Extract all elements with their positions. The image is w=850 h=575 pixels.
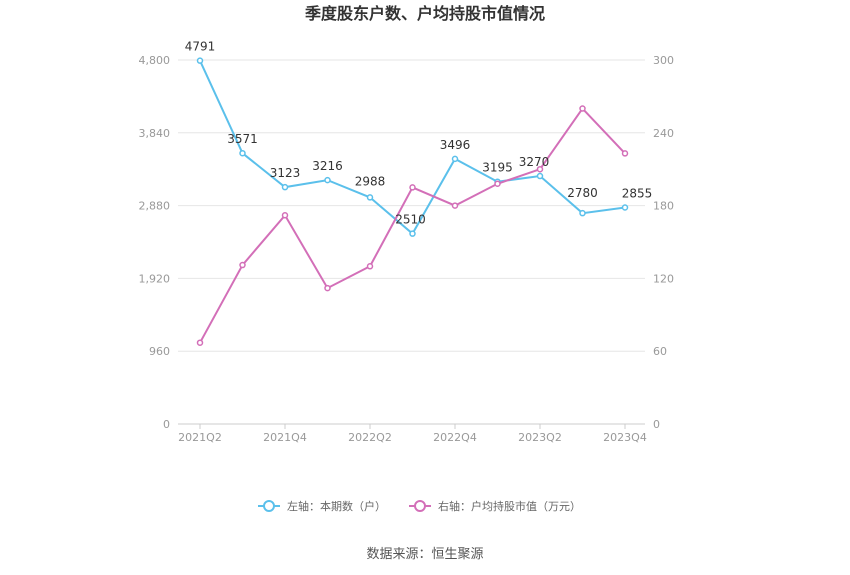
data-point[interactable]	[196, 339, 204, 346]
gridlines	[178, 59, 645, 352]
x-axis-tick-label: 2023Q4	[603, 431, 647, 444]
data-label: 3216	[312, 159, 343, 173]
data-point[interactable]	[366, 263, 374, 270]
legend-marker[interactable]	[263, 500, 275, 512]
data-label: 2855	[622, 186, 653, 200]
left-axis-tick-label: 1,920	[139, 272, 171, 285]
right-axis-tick-label: 0	[653, 418, 660, 431]
data-label: 3571	[227, 132, 258, 146]
data-labels: 4791 3571 3123 3216 2988 2510 3496 3195 3270 2780…	[185, 40, 653, 227]
left-axis-tick-label: 2,880	[139, 200, 171, 213]
data-point[interactable]	[621, 204, 629, 211]
legend[interactable]: 左轴：本期数（户） 右轴：户均持股市值（万元）	[258, 499, 581, 513]
data-label: 3195	[482, 161, 513, 175]
data-point[interactable]	[324, 284, 331, 292]
series-layer	[196, 57, 629, 346]
data-point[interactable]	[196, 57, 204, 64]
right-axis-tick-label: 60	[653, 345, 667, 358]
right-axis-tick-label: 120	[653, 272, 674, 285]
left-axis-tick-label: 3,840	[139, 127, 171, 140]
data-point[interactable]	[239, 149, 246, 157]
right-axis-tick-label: 240	[653, 127, 674, 140]
data-label: 3496	[440, 138, 471, 152]
data-point[interactable]	[536, 172, 544, 180]
legend-label[interactable]: 左轴：本期数（户）	[287, 499, 386, 513]
data-point[interactable]	[366, 194, 374, 201]
x-axis-tick-label: 2022Q2	[348, 431, 392, 444]
data-point[interactable]	[621, 150, 629, 157]
x-axis-tick-label: 2021Q2	[178, 431, 222, 444]
series-line-1	[199, 60, 626, 236]
legend-marker[interactable]	[414, 500, 426, 512]
data-point[interactable]	[579, 209, 586, 217]
data-label: 2780	[567, 186, 598, 200]
data-point[interactable]	[536, 165, 544, 173]
data-label: 3270	[519, 155, 550, 169]
data-point[interactable]	[324, 176, 331, 184]
x-axis-tick-label: 2021Q4	[263, 431, 307, 444]
left-axis-tick-label: 4,800	[139, 54, 171, 67]
right-axis-tick-label: 180	[653, 200, 674, 213]
x-axis-tick-label: 2023Q2	[518, 431, 562, 444]
data-point[interactable]	[579, 105, 586, 112]
left-axis-tick-label: 960	[149, 345, 170, 358]
data-label: 2510	[395, 213, 426, 227]
data-point[interactable]	[494, 180, 501, 188]
source-note: 数据来源：恒生聚源	[366, 547, 483, 562]
left-axis-tick-label: 0	[163, 418, 170, 431]
data-point[interactable]	[409, 230, 416, 237]
data-point[interactable]	[281, 212, 289, 219]
data-point[interactable]	[451, 155, 459, 163]
chart-title: 季度股东户数、户均持股市值情况	[304, 4, 545, 23]
x-axis-tick-label: 2022Q4	[433, 431, 477, 444]
data-label: 3123	[270, 166, 301, 180]
axes: 0 960 1,920 2,880 3,840 4,800 0 60 120 180 240 300 2…	[139, 54, 675, 444]
data-point[interactable]	[451, 202, 459, 209]
data-label: 4791	[185, 40, 216, 54]
right-axis-tick-label: 300	[653, 54, 674, 67]
data-point[interactable]	[281, 183, 289, 191]
data-point[interactable]	[239, 261, 246, 269]
data-label: 2988	[355, 174, 386, 188]
legend-label[interactable]: 右轴：户均持股市值（万元）	[438, 499, 581, 513]
data-point[interactable]	[409, 184, 416, 191]
